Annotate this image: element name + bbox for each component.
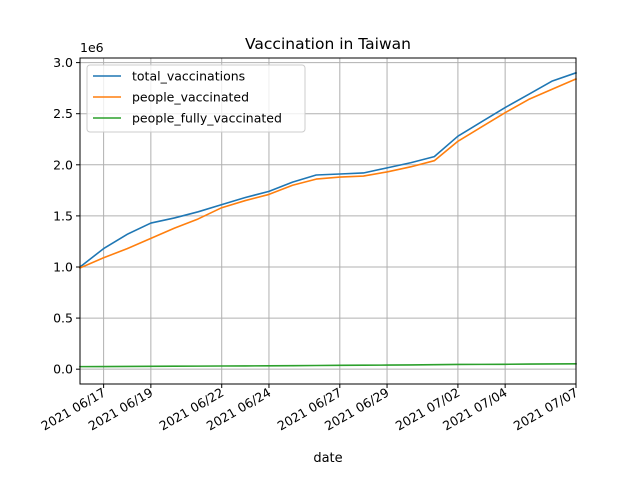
series-line-total-vaccinations (78, 71, 578, 269)
series-line-people-vaccinated (78, 77, 578, 270)
y-tick-label: 1.5 (53, 208, 73, 223)
y-tick-label: 2.0 (53, 157, 73, 172)
y-tick-label: 3.0 (53, 55, 73, 70)
series-line-people-fully-vaccinated (79, 362, 577, 368)
legend-label: total_vaccinations (132, 69, 245, 84)
series-lines (78, 71, 578, 368)
chart-title: Vaccination in Taiwan (245, 35, 411, 53)
y-tick-label: 0.5 (53, 311, 73, 326)
legend-label: people_vaccinated (132, 90, 249, 105)
x-axis-label: date (313, 451, 342, 466)
y-tick-label: 2.5 (53, 106, 73, 121)
legend: total_vaccinations people_vaccinatedpeopl… (86, 64, 306, 133)
y-axis-ticks: 0.0 0.5 1.0 1.5 2.0 2.5 3.0 (53, 55, 80, 377)
y-tick-label: 1.0 (53, 259, 73, 274)
y-offset-label: 1e6 (80, 40, 104, 55)
plot-frame (79, 57, 577, 385)
legend-box (86, 64, 306, 133)
legend-label: people_fully_vaccinated (132, 111, 282, 126)
y-tick-label: 0.0 (53, 362, 73, 377)
